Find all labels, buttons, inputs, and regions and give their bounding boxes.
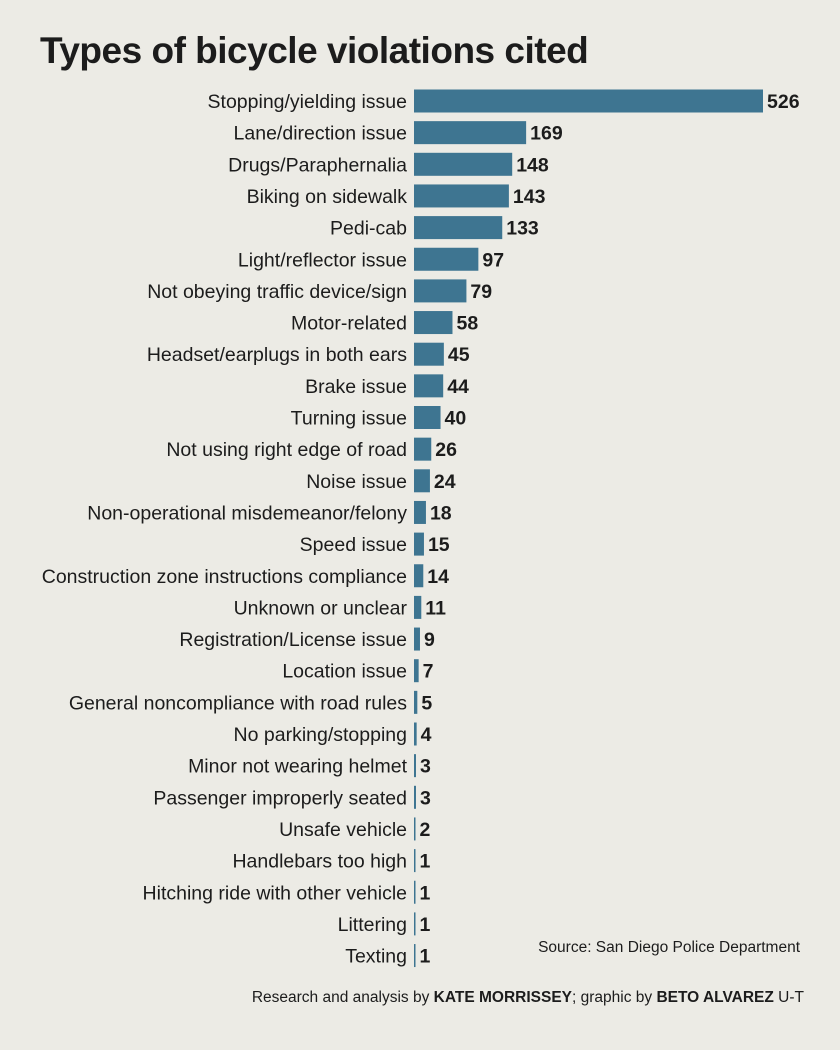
credit-middle: ; graphic by bbox=[572, 989, 657, 1006]
value-label: 133 bbox=[506, 218, 539, 240]
category-label: Pedi-cab bbox=[330, 218, 407, 240]
category-label: Stopping/yielding issue bbox=[208, 91, 407, 113]
value-label: 169 bbox=[530, 123, 563, 145]
category-label: Turning issue bbox=[291, 408, 407, 430]
value-label: 15 bbox=[428, 534, 450, 556]
bar bbox=[414, 89, 763, 113]
value-label: 11 bbox=[425, 597, 446, 619]
value-label: 7 bbox=[423, 661, 434, 683]
category-label: Light/reflector issue bbox=[238, 249, 407, 271]
category-label: Not obeying traffic device/sign bbox=[147, 281, 407, 303]
category-label: Brake issue bbox=[305, 376, 407, 398]
bar bbox=[414, 785, 416, 809]
bar bbox=[414, 564, 424, 588]
category-label: Texting bbox=[345, 946, 407, 968]
category-label: Biking on sidewalk bbox=[247, 186, 408, 208]
bar bbox=[414, 944, 416, 968]
category-label: Speed issue bbox=[300, 534, 407, 556]
value-label: 26 bbox=[435, 439, 457, 461]
bar bbox=[414, 880, 416, 904]
value-label: 1 bbox=[420, 914, 431, 936]
value-label: 97 bbox=[482, 249, 504, 271]
bar bbox=[414, 311, 453, 335]
bar bbox=[414, 121, 527, 145]
value-label: 1 bbox=[420, 946, 431, 968]
category-label: Noise issue bbox=[306, 471, 407, 493]
value-label: 2 bbox=[420, 819, 431, 841]
value-label: 3 bbox=[420, 787, 431, 809]
value-label: 45 bbox=[448, 344, 470, 366]
credit-prefix: Research and analysis by bbox=[251, 989, 434, 1006]
credit-line: Research and analysis by KATE MORRISSEY;… bbox=[252, 989, 804, 1007]
bar bbox=[414, 152, 513, 176]
value-label: 79 bbox=[470, 281, 492, 303]
bar bbox=[414, 817, 416, 841]
value-label: 148 bbox=[516, 154, 549, 176]
value-label: 5 bbox=[421, 692, 432, 714]
value-label: 526 bbox=[767, 91, 800, 113]
bar bbox=[414, 437, 432, 461]
bar bbox=[414, 722, 417, 746]
category-label: Not using right edge of road bbox=[166, 439, 407, 461]
category-label: Location issue bbox=[282, 661, 407, 683]
bar bbox=[414, 754, 416, 778]
value-label: 18 bbox=[430, 502, 452, 524]
chart-title: Types of bicycle violations cited bbox=[40, 30, 589, 71]
bar bbox=[414, 374, 444, 398]
credit-researcher: KATE MORRISSEY bbox=[433, 989, 573, 1006]
value-label: 9 bbox=[424, 629, 435, 651]
value-label: 44 bbox=[447, 376, 469, 398]
bar bbox=[414, 342, 444, 366]
category-label: Handlebars too high bbox=[232, 851, 407, 873]
category-label: Minor not wearing helmet bbox=[188, 756, 408, 778]
credit-suffix: U-T bbox=[773, 989, 804, 1006]
bar bbox=[414, 469, 430, 493]
value-label: 1 bbox=[420, 851, 431, 873]
value-label: 24 bbox=[434, 471, 456, 493]
bar bbox=[414, 184, 509, 208]
category-label: Headset/earplugs in both ears bbox=[147, 344, 407, 366]
category-label: Unsafe vehicle bbox=[279, 819, 407, 841]
bar bbox=[414, 849, 416, 873]
value-label: 1 bbox=[420, 882, 431, 904]
bar bbox=[414, 690, 418, 714]
bar bbox=[414, 216, 503, 240]
value-label: 143 bbox=[513, 186, 546, 208]
category-label: Construction zone instructions complianc… bbox=[42, 566, 407, 588]
value-label: 3 bbox=[420, 756, 431, 778]
bar bbox=[414, 532, 424, 556]
value-label: 40 bbox=[445, 408, 467, 430]
bar bbox=[414, 500, 426, 524]
bar bbox=[414, 406, 441, 429]
source-note: Source: San Diego Police Department bbox=[538, 939, 800, 956]
category-label: Hitching ride with other vehicle bbox=[143, 882, 407, 904]
bar bbox=[414, 627, 420, 651]
category-label: Drugs/Paraphernalia bbox=[228, 154, 407, 176]
value-label: 14 bbox=[427, 566, 449, 588]
category-label: Lane/direction issue bbox=[234, 123, 407, 145]
category-label: Littering bbox=[338, 914, 407, 936]
category-label: Non-operational misdemeanor/felony bbox=[87, 502, 407, 524]
category-label: Unknown or unclear bbox=[234, 597, 408, 619]
bar bbox=[414, 279, 467, 303]
category-label: Motor-related bbox=[291, 313, 407, 335]
bar bbox=[414, 912, 416, 936]
credit-designer: BETO ALVAREZ bbox=[656, 989, 774, 1006]
category-label: No parking/stopping bbox=[234, 724, 407, 746]
bar bbox=[414, 595, 422, 619]
category-label: Registration/License issue bbox=[179, 629, 407, 651]
category-label: Passenger improperly seated bbox=[153, 787, 407, 809]
bar bbox=[414, 659, 419, 683]
value-label: 58 bbox=[456, 313, 478, 335]
bar bbox=[414, 247, 479, 271]
value-label: 4 bbox=[421, 724, 432, 746]
category-label: General noncompliance with road rules bbox=[69, 692, 407, 714]
